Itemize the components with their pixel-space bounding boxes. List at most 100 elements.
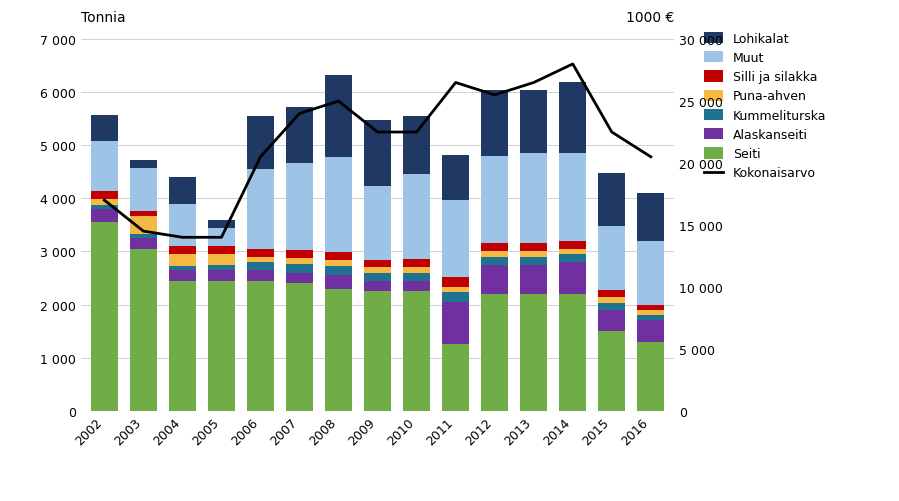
Bar [208,246,236,255]
Bar [559,83,586,154]
Bar [481,90,508,157]
Bar [286,163,313,251]
Bar [247,281,274,411]
Bar [364,121,391,187]
Bar [91,209,118,223]
Text: 1000 €: 1000 € [626,12,674,25]
Bar [442,293,469,302]
Bar [169,281,196,411]
Bar [442,278,469,288]
Bar [403,175,431,260]
Bar [559,249,586,255]
Bar [208,220,236,228]
Bar [91,142,118,192]
Bar [364,292,391,411]
Line: Kokonaisarvo: Kokonaisarvo [104,65,651,238]
Bar [247,249,274,257]
Text: Tonnia: Tonnia [81,12,126,25]
Kokonaisarvo [99,198,110,204]
Bar [91,223,118,411]
Bar [364,268,391,273]
Bar [208,255,236,265]
Bar [403,260,431,268]
Bar [325,276,352,289]
Bar [364,273,391,281]
Bar [208,228,236,246]
Bar [325,158,352,253]
Bar [442,302,469,345]
Bar [403,273,431,281]
Kokonaisarvo [645,154,656,160]
Bar [598,331,626,411]
Bar [169,271,196,281]
Bar [481,257,508,265]
Bar [208,265,236,271]
Bar [325,261,352,266]
Bar [91,115,118,142]
Kokonaisarvo [138,228,148,234]
Bar [91,205,118,209]
Bar [637,342,664,411]
Legend: Lohikalat, Muut, Silli ja silakka, Puna-ahven, Kummeliturska, Alaskanseiti, Seit: Lohikalat, Muut, Silli ja silakka, Puna-… [704,33,826,180]
Bar [559,154,586,241]
Bar [637,321,664,342]
Bar [442,201,469,278]
Bar [520,244,547,252]
Bar [598,290,626,297]
Bar [325,253,352,261]
Bar [637,194,664,241]
Bar [247,257,274,263]
Bar [364,187,391,261]
Kokonaisarvo [255,154,266,160]
Bar [520,154,547,244]
Bar [247,117,274,170]
Bar [637,241,664,305]
Bar [364,261,391,268]
Bar [559,294,586,411]
Bar [129,235,157,238]
Kokonaisarvo [411,130,422,136]
Bar [129,161,157,169]
Bar [129,249,157,411]
Bar [559,241,586,249]
Bar [403,117,431,175]
Bar [559,255,586,263]
Bar [325,76,352,158]
Bar [520,294,547,411]
Kokonaisarvo [567,62,578,68]
Bar [208,281,236,411]
Bar [637,305,664,310]
Bar [442,288,469,293]
Bar [598,310,626,331]
Bar [559,263,586,294]
Bar [481,294,508,411]
Bar [442,156,469,201]
Bar [598,304,626,310]
Bar [598,173,626,226]
Bar [481,252,508,257]
Kokonaisarvo [216,235,227,241]
Bar [325,266,352,276]
Bar [129,216,157,235]
Bar [208,271,236,281]
Bar [637,310,664,316]
Bar [129,211,157,216]
Bar [169,204,196,246]
Kokonaisarvo [334,99,344,105]
Bar [169,246,196,255]
Kokonaisarvo [607,130,618,136]
Bar [520,265,547,294]
Bar [403,292,431,411]
Bar [598,226,626,290]
Bar [247,263,274,271]
Kokonaisarvo [294,111,305,117]
Bar [403,281,431,292]
Kokonaisarvo [529,80,539,86]
Bar [129,238,157,249]
Bar [247,271,274,281]
Bar [286,251,313,259]
Bar [286,284,313,411]
Kokonaisarvo [450,80,461,86]
Bar [637,316,664,321]
Bar [169,266,196,271]
